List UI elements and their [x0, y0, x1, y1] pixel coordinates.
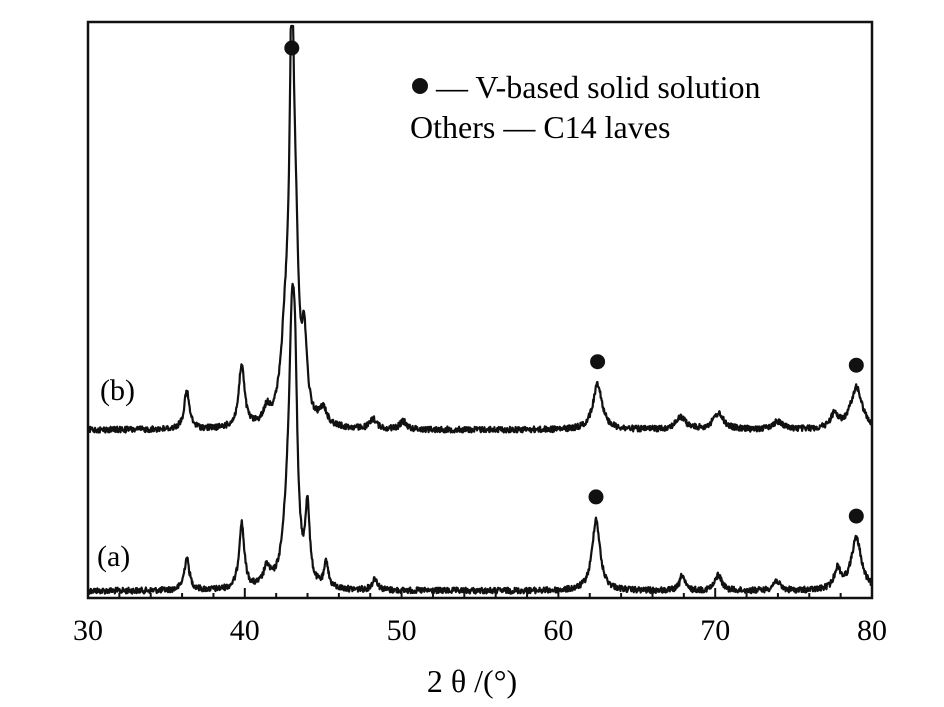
series-label-b: (b)	[100, 374, 135, 407]
x-tick-label-40: 40	[230, 614, 260, 647]
plot-frame	[86, 20, 874, 600]
x-tick-label-60: 60	[543, 614, 573, 647]
phase-marker-b-0	[284, 40, 300, 56]
x-axis-label: 2 θ /(°)	[427, 663, 517, 699]
legend-entry-laves: Others — C14 laves	[410, 109, 670, 145]
legend: — V-based solid solution Others — C14 la…	[410, 69, 760, 145]
phase-marker-b-1	[590, 354, 606, 370]
x-tick-label-80: 80	[857, 614, 887, 647]
series-line-b	[86, 24, 873, 434]
legend-entry-solid-solution: — V-based solid solution	[435, 69, 760, 105]
x-tick-label-50: 50	[387, 614, 417, 647]
x-tick-label-30: 30	[73, 614, 103, 647]
series-label-a: (a)	[97, 540, 130, 573]
x-tick-label-70: 70	[700, 614, 730, 647]
phase-marker-a-1	[848, 508, 864, 524]
phase-marker-b-2	[848, 357, 864, 373]
legend-marker-circle	[412, 78, 428, 94]
phase-marker-a-0	[588, 489, 604, 505]
series-line-a	[86, 282, 873, 595]
x-axis-ticks: 30 40 50 60 70 80	[73, 588, 887, 647]
series-curves	[86, 24, 873, 595]
phase-markers	[284, 40, 864, 524]
